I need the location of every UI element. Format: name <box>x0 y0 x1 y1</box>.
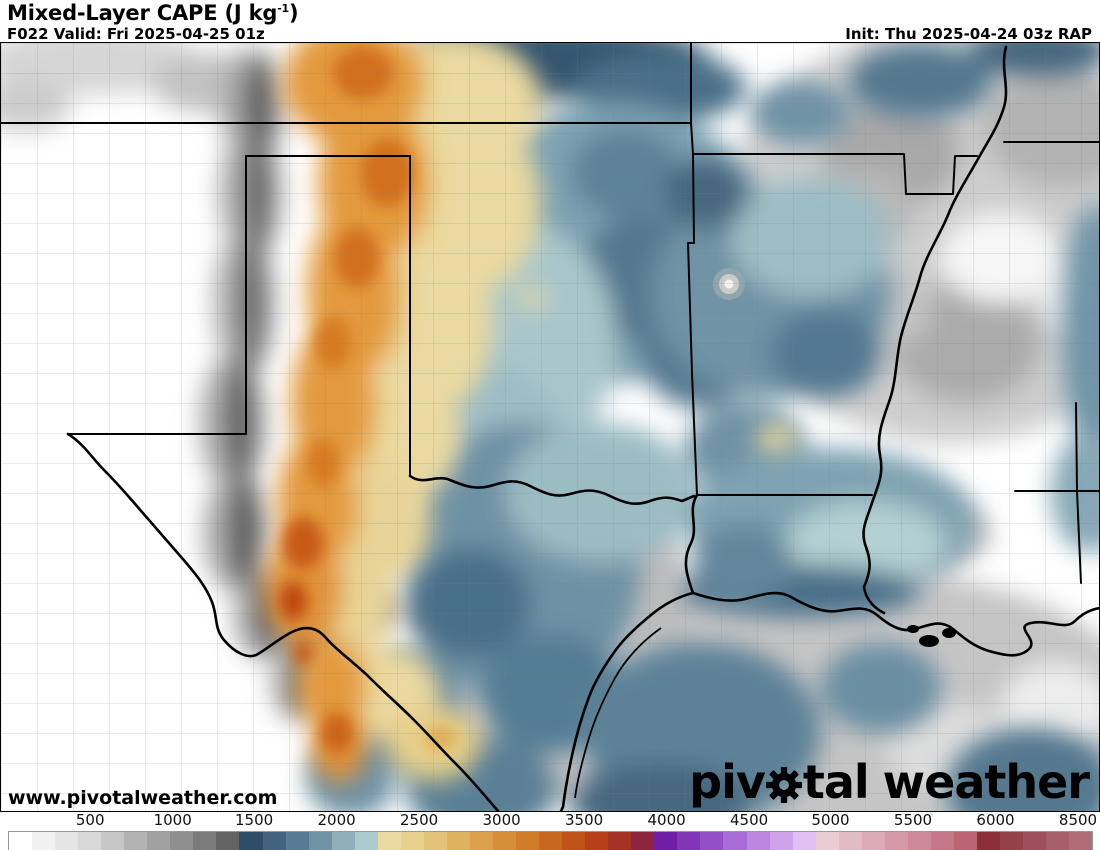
colorbar-swatch <box>907 832 931 850</box>
colorbar-tick-label: 5500 <box>893 811 933 829</box>
watermark-url: www.pivotalweather.com <box>8 787 278 809</box>
colorbar-swatch <box>1023 832 1047 850</box>
red-river <box>408 474 696 506</box>
colorbar-swatch <box>746 832 770 850</box>
colorbar-swatch <box>285 832 309 850</box>
model-init-label: Init: Thu 2025-04-24 03z RAP <box>845 25 1092 43</box>
colorbar-swatch <box>723 832 747 850</box>
colorbar-swatch <box>539 832 563 850</box>
colorbar-swatch <box>216 832 240 850</box>
colorbar-tick-labels: 500 1000 1500 2000 2500 3000 3500 4000 4500 5000 5… <box>0 811 1100 829</box>
colorbar-swatch <box>792 832 816 850</box>
logo-text-weather: weather <box>882 755 1090 809</box>
county-grid <box>1 43 1099 811</box>
colorbar-swatch <box>446 832 470 850</box>
colorbar-swatch <box>377 832 401 850</box>
colorbar-swatch <box>193 832 217 850</box>
colorbar-swatch <box>562 832 586 850</box>
colorbar-swatch <box>239 832 263 850</box>
colorbar-swatch <box>608 832 632 850</box>
colorbar-swatch <box>631 832 655 850</box>
colorbar-swatch <box>354 832 378 850</box>
colorbar-tick-label: 1500 <box>235 811 274 829</box>
page-title: Mixed-Layer CAPE (J kg-1) <box>7 1 299 25</box>
logo-text-piv: piv <box>689 755 766 809</box>
colorbar-swatch <box>930 832 954 850</box>
colorbar-tick-label: 3000 <box>482 811 521 829</box>
colorbar-swatch <box>585 832 609 850</box>
colorbar-tick-label: 8500 <box>1058 811 1098 829</box>
colorbar-swatch <box>423 832 447 850</box>
colorbar-swatch <box>884 832 908 850</box>
gear-icon <box>765 767 802 803</box>
mississippi-delta <box>907 625 956 647</box>
colorbar-tick-label: 2000 <box>317 811 356 829</box>
title-unit-exponent: -1 <box>277 2 290 15</box>
texas-coastline <box>559 591 695 811</box>
rivers-coastline <box>66 45 1099 811</box>
colorbar-swatch <box>769 832 793 850</box>
colorbar-swatch <box>400 832 424 850</box>
colorbar-swatch <box>1000 832 1024 850</box>
colorbar-swatch <box>308 832 332 850</box>
colorbar-tick-label: 3500 <box>565 811 604 829</box>
title-text: Mixed-Layer CAPE <box>7 1 225 25</box>
colorbar-swatch <box>262 832 286 850</box>
colorbar-swatch <box>124 832 148 850</box>
colorbar-swatch <box>700 832 724 850</box>
colorbar-tick-label: 500 <box>75 811 105 829</box>
pivotal-weather-logo: piv tal weather <box>689 755 1090 809</box>
colorbar-swatch <box>861 832 885 850</box>
colorbar-swatch <box>1046 832 1070 850</box>
colorbar-swatch <box>55 832 79 850</box>
colorbar-tick-label: 4500 <box>730 811 769 829</box>
colorbar-swatch <box>953 832 977 850</box>
colorbar-swatch <box>78 832 102 850</box>
colorbar-swatch <box>331 832 355 850</box>
colorbar-swatch <box>469 832 493 850</box>
colorbar-swatch <box>170 832 194 850</box>
title-unit-close: ) <box>289 1 299 25</box>
colorbar-swatch <box>9 832 33 850</box>
gulf-coastline <box>691 591 1099 657</box>
map-svg <box>1 43 1099 811</box>
colorbar-tick-label: 4000 <box>647 811 686 829</box>
title-unit: (J kg <box>224 1 278 25</box>
colorbar-tick-label: 6000 <box>976 811 1015 829</box>
colorbar-swatch <box>815 832 839 850</box>
rio-grande <box>66 432 500 811</box>
colorbar-swatch <box>838 832 862 850</box>
colorbar-swatch <box>1069 832 1093 850</box>
colorbar-tick-label: 2500 <box>400 811 439 829</box>
colorbar-tick-label: 5000 <box>811 811 850 829</box>
colorbar-swatch <box>492 832 517 850</box>
colorbar-swatch <box>101 832 125 850</box>
colorbar-swatch <box>677 832 701 850</box>
colorbar <box>8 831 1093 850</box>
colorbar-swatch <box>654 832 678 850</box>
colorbar-swatch <box>32 832 56 850</box>
barrier-islands <box>574 627 662 799</box>
sabine-river <box>684 493 699 595</box>
weather-map: www.pivotalweather.com piv tal weather <box>0 42 1100 812</box>
colorbar-swatch <box>516 832 540 850</box>
colorbar-swatch <box>976 832 1001 850</box>
state-borders <box>1 43 1099 584</box>
logo-text-tal: tal <box>802 755 870 809</box>
forecast-valid-label: F022 Valid: Fri 2025-04-25 01z <box>7 25 265 43</box>
colorbar-tick-label: 1000 <box>153 811 192 829</box>
mississippi-river <box>862 45 1008 615</box>
colorbar-swatch <box>147 832 171 850</box>
